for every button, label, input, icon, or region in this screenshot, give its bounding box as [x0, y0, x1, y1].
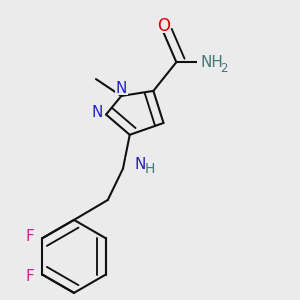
Text: F: F: [25, 229, 34, 244]
Text: O: O: [157, 17, 170, 35]
Text: N: N: [116, 81, 127, 96]
Text: H: H: [145, 162, 155, 176]
Text: 2: 2: [220, 62, 228, 75]
Text: NH: NH: [200, 55, 223, 70]
Bar: [23, 270, 36, 283]
Bar: [115, 82, 128, 95]
Bar: [157, 20, 170, 33]
Bar: [125, 157, 154, 172]
Bar: [197, 55, 226, 70]
Bar: [91, 106, 104, 120]
Text: N: N: [134, 157, 146, 172]
Bar: [23, 230, 36, 243]
Text: F: F: [25, 269, 34, 284]
Text: N: N: [92, 105, 103, 120]
